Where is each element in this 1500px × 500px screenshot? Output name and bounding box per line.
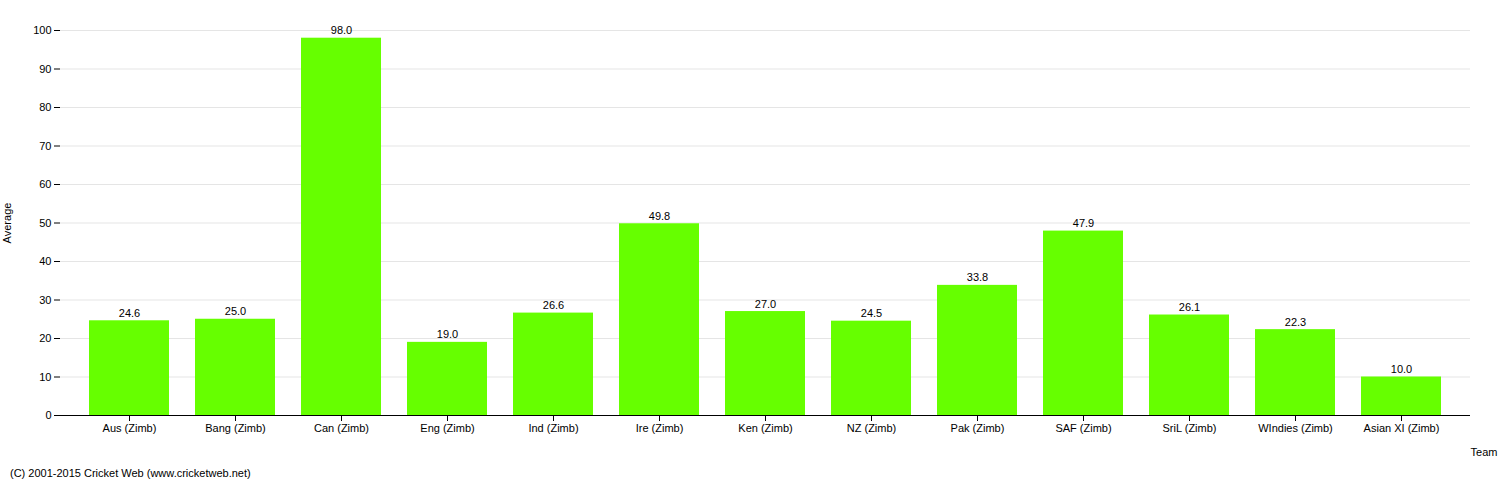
svg-text:10: 10 [39,371,51,383]
svg-text:NZ (Zimb): NZ (Zimb) [847,422,897,434]
svg-text:Team: Team [1471,446,1498,458]
svg-text:Pak (Zimb): Pak (Zimb) [951,422,1005,434]
svg-text:40: 40 [39,255,51,267]
svg-text:47.9: 47.9 [1073,217,1094,229]
html-text:(C) 2001-2015 Cricket Web (www: (C) 2001-2015 Cricket Web (www.cricketwe… [10,467,251,479]
svg-text:80: 80 [39,101,51,113]
svg-text:Eng (Zimb): Eng (Zimb) [420,422,474,434]
svg-text:30: 30 [39,294,51,306]
svg-text:20: 20 [39,332,51,344]
svg-text:25.0: 25.0 [225,305,246,317]
svg-text:0: 0 [45,409,51,421]
svg-text:26.1: 26.1 [1179,301,1200,313]
svg-text:Average: Average [1,203,13,244]
svg-text:Ire (Zimb): Ire (Zimb) [636,422,684,434]
svg-text:90: 90 [39,63,51,75]
svg-text:98.0: 98.0 [331,24,352,36]
svg-text:60: 60 [39,178,51,190]
svg-text:27.0: 27.0 [755,298,776,310]
svg-text:26.6: 26.6 [543,299,564,311]
svg-text:Asian XI (Zimb): Asian XI (Zimb) [1364,422,1440,434]
svg-text:10.0: 10.0 [1391,363,1412,375]
svg-text:Can (Zimb): Can (Zimb) [314,422,369,434]
svg-text:24.5: 24.5 [861,307,882,319]
svg-text:SAF (Zimb): SAF (Zimb) [1055,422,1111,434]
svg-text:49.8: 49.8 [649,210,670,222]
svg-text:Ind (Zimb): Ind (Zimb) [528,422,578,434]
svg-text:100: 100 [33,24,51,36]
svg-text:19.0: 19.0 [437,328,458,340]
svg-text:33.8: 33.8 [967,271,988,283]
svg-text:Ken (Zimb): Ken (Zimb) [738,422,792,434]
svg-text:50: 50 [39,217,51,229]
svg-text:SriL (Zimb): SriL (Zimb) [1163,422,1217,434]
svg-text:Bang (Zimb): Bang (Zimb) [205,422,266,434]
svg-text:Aus (Zimb): Aus (Zimb) [103,422,157,434]
svg-text:70: 70 [39,140,51,152]
svg-text:WIndies (Zimb): WIndies (Zimb) [1258,422,1333,434]
svg-text:22.3: 22.3 [1285,316,1306,328]
svg-text:24.6: 24.6 [119,307,140,319]
